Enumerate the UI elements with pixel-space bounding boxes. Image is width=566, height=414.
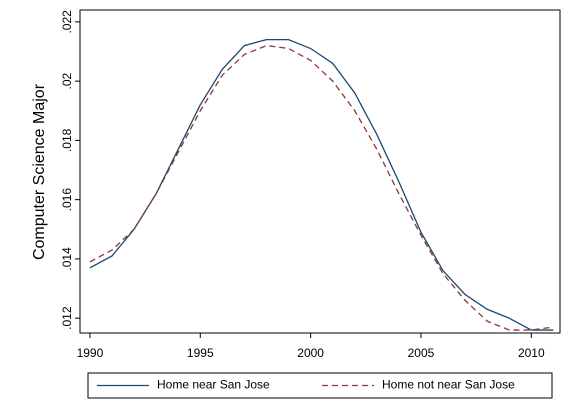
legend-box [87, 372, 553, 399]
y-tick-label: .02 [60, 72, 74, 89]
y-tick-label: .022 [60, 10, 74, 34]
y-axis-label: Computer Science Major [31, 83, 48, 260]
y-tick-label: .016 [60, 188, 74, 212]
legend-label: Home near San Jose [157, 378, 270, 392]
series-line [89, 44, 554, 331]
x-tick-label: 2005 [408, 346, 435, 360]
plot-frame [79, 9, 561, 334]
legend-label: Home not near San Jose [382, 378, 515, 392]
x-tick-label: 2010 [518, 346, 545, 360]
y-tick-label: .012 [60, 306, 74, 330]
series-line [89, 38, 554, 331]
x-tick-label: 2000 [297, 346, 324, 360]
y-tick-label: .014 [60, 247, 74, 271]
y-tick-label: .018 [60, 128, 74, 152]
x-tick-label: 1990 [77, 346, 104, 360]
x-tick-label: 1995 [187, 346, 214, 360]
